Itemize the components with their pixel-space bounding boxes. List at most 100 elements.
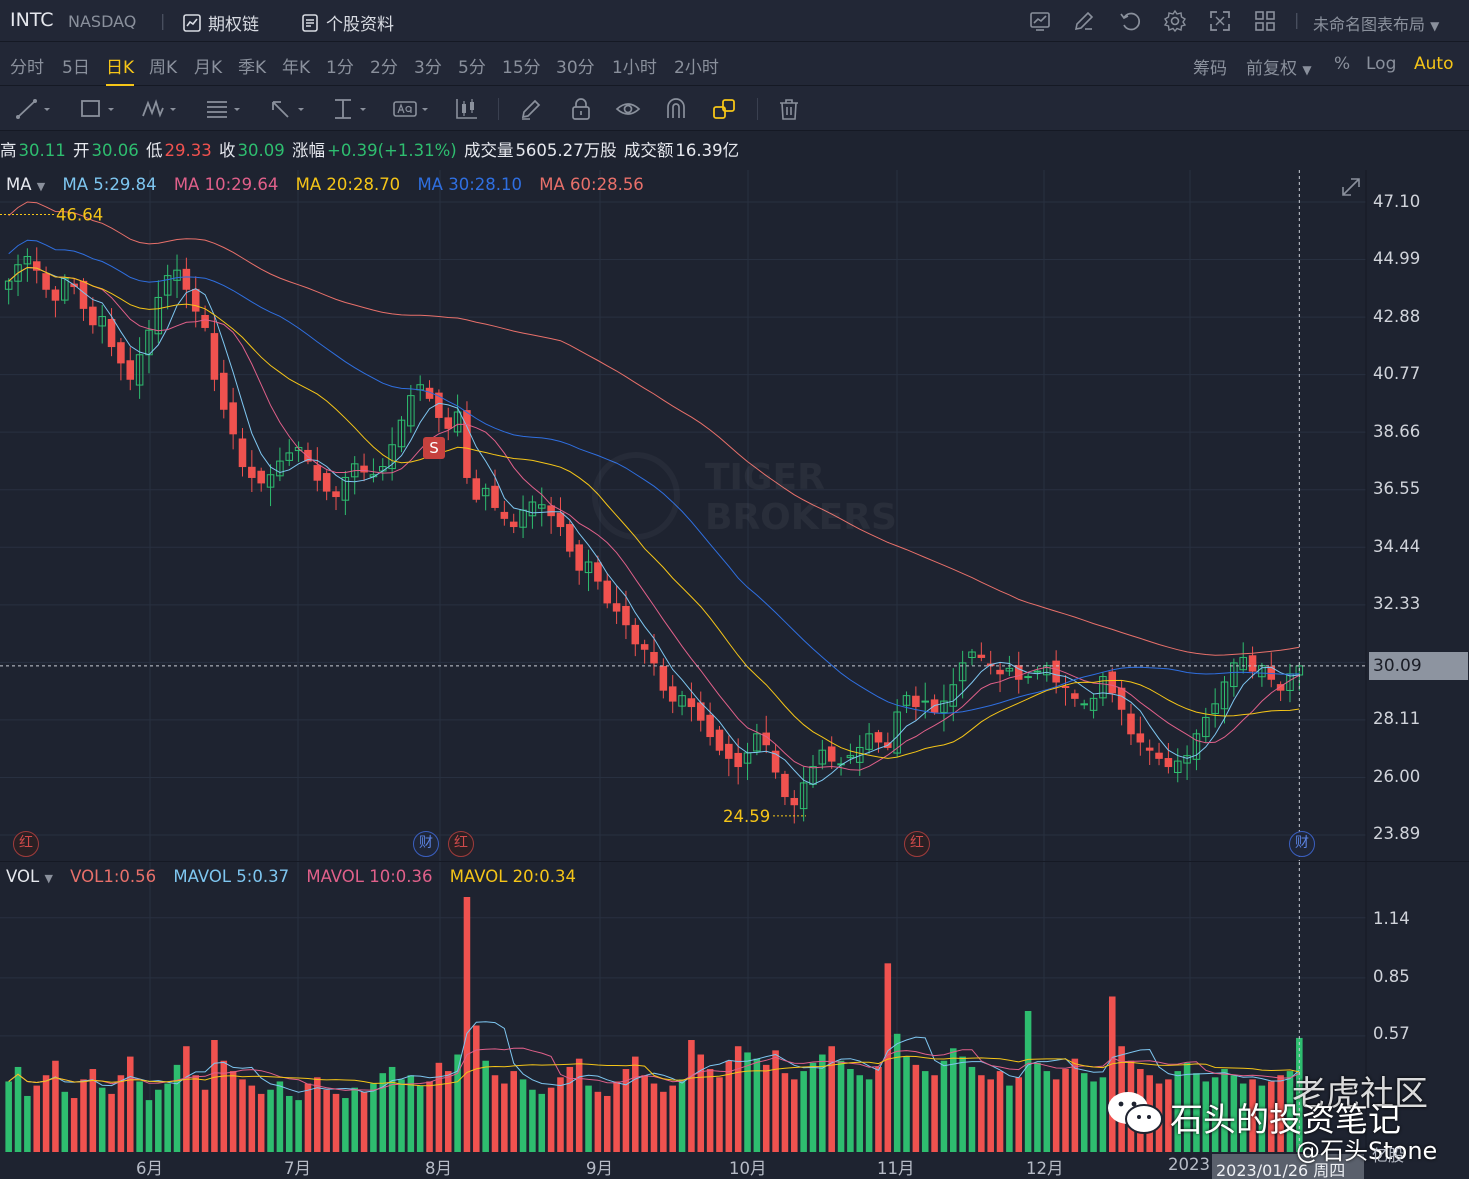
- fibonacci-tool[interactable]: [204, 96, 242, 122]
- candle-body: [846, 755, 855, 759]
- undo-icon[interactable]: [1118, 9, 1142, 33]
- candle-pattern-tool[interactable]: [454, 96, 480, 122]
- candle-body: [1164, 758, 1173, 768]
- options-chain-button[interactable]: 期权链: [182, 10, 259, 35]
- lock-tool[interactable]: [568, 96, 594, 122]
- auto-toggle[interactable]: Auto: [1414, 54, 1454, 74]
- earnings-marker[interactable]: 财: [413, 831, 439, 857]
- expand-icon[interactable]: [1340, 176, 1362, 198]
- indicator-icon[interactable]: [1028, 9, 1052, 33]
- stock-info-button[interactable]: 个股资料: [300, 10, 394, 35]
- candle-body: [294, 446, 303, 452]
- candle-body: [257, 470, 265, 484]
- sync-drawings-tool[interactable]: [711, 96, 737, 122]
- toolbar-divider: [498, 98, 499, 120]
- volume-bar: [435, 1062, 443, 1152]
- period-tab[interactable]: 3分: [414, 58, 442, 78]
- candle-body: [248, 466, 256, 478]
- chevron-down-icon: ▼: [1430, 19, 1440, 33]
- period-tab[interactable]: 分时: [10, 58, 44, 78]
- ma-dropdown[interactable]: MA ▼: [6, 175, 45, 194]
- volume-bar: [52, 1060, 59, 1152]
- price-tick: 40.77: [1373, 364, 1421, 383]
- dividend-marker[interactable]: 红: [448, 831, 474, 857]
- price-tick: 38.66: [1373, 422, 1421, 441]
- candle-body: [1248, 655, 1257, 672]
- candle-body: [753, 733, 761, 752]
- candle-body: [996, 669, 1004, 675]
- symbol-title[interactable]: INTC: [10, 9, 54, 31]
- log-toggle[interactable]: Log: [1366, 54, 1397, 74]
- candle-body: [4, 280, 13, 290]
- volume-bar: [126, 1056, 134, 1152]
- candle-body: [734, 752, 742, 768]
- period-tab[interactable]: 30分: [556, 58, 595, 78]
- vol-legend: VOL ▼ VOL1:0.56 MAVOL 5:0.37 MAVOL 10:0.…: [6, 867, 588, 886]
- volume-bar: [772, 1050, 779, 1152]
- candle-body: [1071, 693, 1079, 699]
- visibility-tool[interactable]: [615, 96, 641, 122]
- volume-bar: [660, 1091, 667, 1152]
- earnings-marker[interactable]: 财: [1289, 831, 1315, 857]
- measure-tool[interactable]: [330, 96, 368, 122]
- volume-bar: [164, 1083, 171, 1152]
- volume-chart[interactable]: [0, 862, 1469, 1152]
- tiger-logo-watermark: [592, 452, 680, 540]
- period-tab[interactable]: 2小时: [674, 58, 719, 78]
- candle-body: [126, 360, 135, 380]
- low-value: 29.33: [164, 141, 212, 160]
- trendline-tool[interactable]: [14, 96, 52, 122]
- period-tab[interactable]: 年K: [282, 58, 311, 78]
- period-tab[interactable]: 5分: [458, 58, 486, 78]
- draw-edit-icon[interactable]: [1072, 9, 1096, 33]
- chips-button[interactable]: 筹码: [1193, 59, 1227, 79]
- arrow-pointer-icon: [272, 101, 289, 118]
- delete-tool[interactable]: [776, 96, 802, 122]
- candle-body: [1089, 697, 1098, 711]
- volume-bar: [379, 1073, 387, 1152]
- adjust-dropdown[interactable]: 前复权 ▼: [1246, 54, 1312, 79]
- pane-divider[interactable]: [0, 861, 1469, 862]
- volume-bar: [641, 1075, 648, 1152]
- x-tick: 9月: [586, 1159, 613, 1178]
- wave-tool[interactable]: [140, 96, 178, 122]
- magnet-tool[interactable]: [663, 96, 689, 122]
- period-tab[interactable]: 5日: [62, 58, 90, 78]
- dividend-marker[interactable]: 红: [904, 831, 930, 857]
- volume-bar: [239, 1079, 246, 1152]
- period-tab-active[interactable]: 日K: [106, 53, 135, 87]
- dividend-marker[interactable]: 红: [13, 831, 39, 857]
- volume-bar: [33, 1085, 41, 1152]
- rectangle-tool[interactable]: [78, 96, 116, 122]
- volume-bar: [1015, 1077, 1023, 1152]
- price-chart[interactable]: 46.64 24.59: [0, 170, 1469, 862]
- period-tab[interactable]: 2分: [370, 58, 398, 78]
- period-tab[interactable]: 月K: [194, 58, 223, 78]
- volume-bar: [145, 1100, 153, 1152]
- period-tab[interactable]: 季K: [238, 58, 267, 78]
- text-tool[interactable]: [392, 96, 430, 122]
- signal-marker[interactable]: S: [423, 437, 445, 459]
- price-tick: 23.89: [1373, 824, 1421, 843]
- percent-toggle[interactable]: %: [1334, 54, 1351, 74]
- grid-layout-icon[interactable]: [1253, 9, 1277, 33]
- ma60-line: [8, 201, 1300, 656]
- period-tab[interactable]: 周K: [149, 58, 178, 78]
- volume-bar: [1221, 1069, 1228, 1152]
- fullscreen-icon[interactable]: [1208, 9, 1232, 33]
- vol-dropdown[interactable]: VOL ▼: [6, 867, 53, 886]
- period-tab[interactable]: 1小时: [612, 58, 657, 78]
- candle-body: [388, 444, 396, 470]
- volume-bar: [1165, 1079, 1172, 1152]
- ma-title: MA: [6, 175, 32, 194]
- layout-dropdown[interactable]: 未命名图表布局 ▼: [1313, 11, 1439, 35]
- candle-body: [940, 700, 948, 713]
- brand-watermark: TIGER BROKERS: [705, 458, 897, 538]
- period-tab[interactable]: 1分: [326, 58, 354, 78]
- header-separator: |: [160, 11, 166, 30]
- period-tab[interactable]: 15分: [502, 58, 541, 78]
- volume-bar: [1174, 1071, 1182, 1152]
- arrow-tool[interactable]: [268, 96, 306, 122]
- settings-gear-icon[interactable]: [1163, 9, 1187, 33]
- brush-tool[interactable]: [518, 96, 544, 122]
